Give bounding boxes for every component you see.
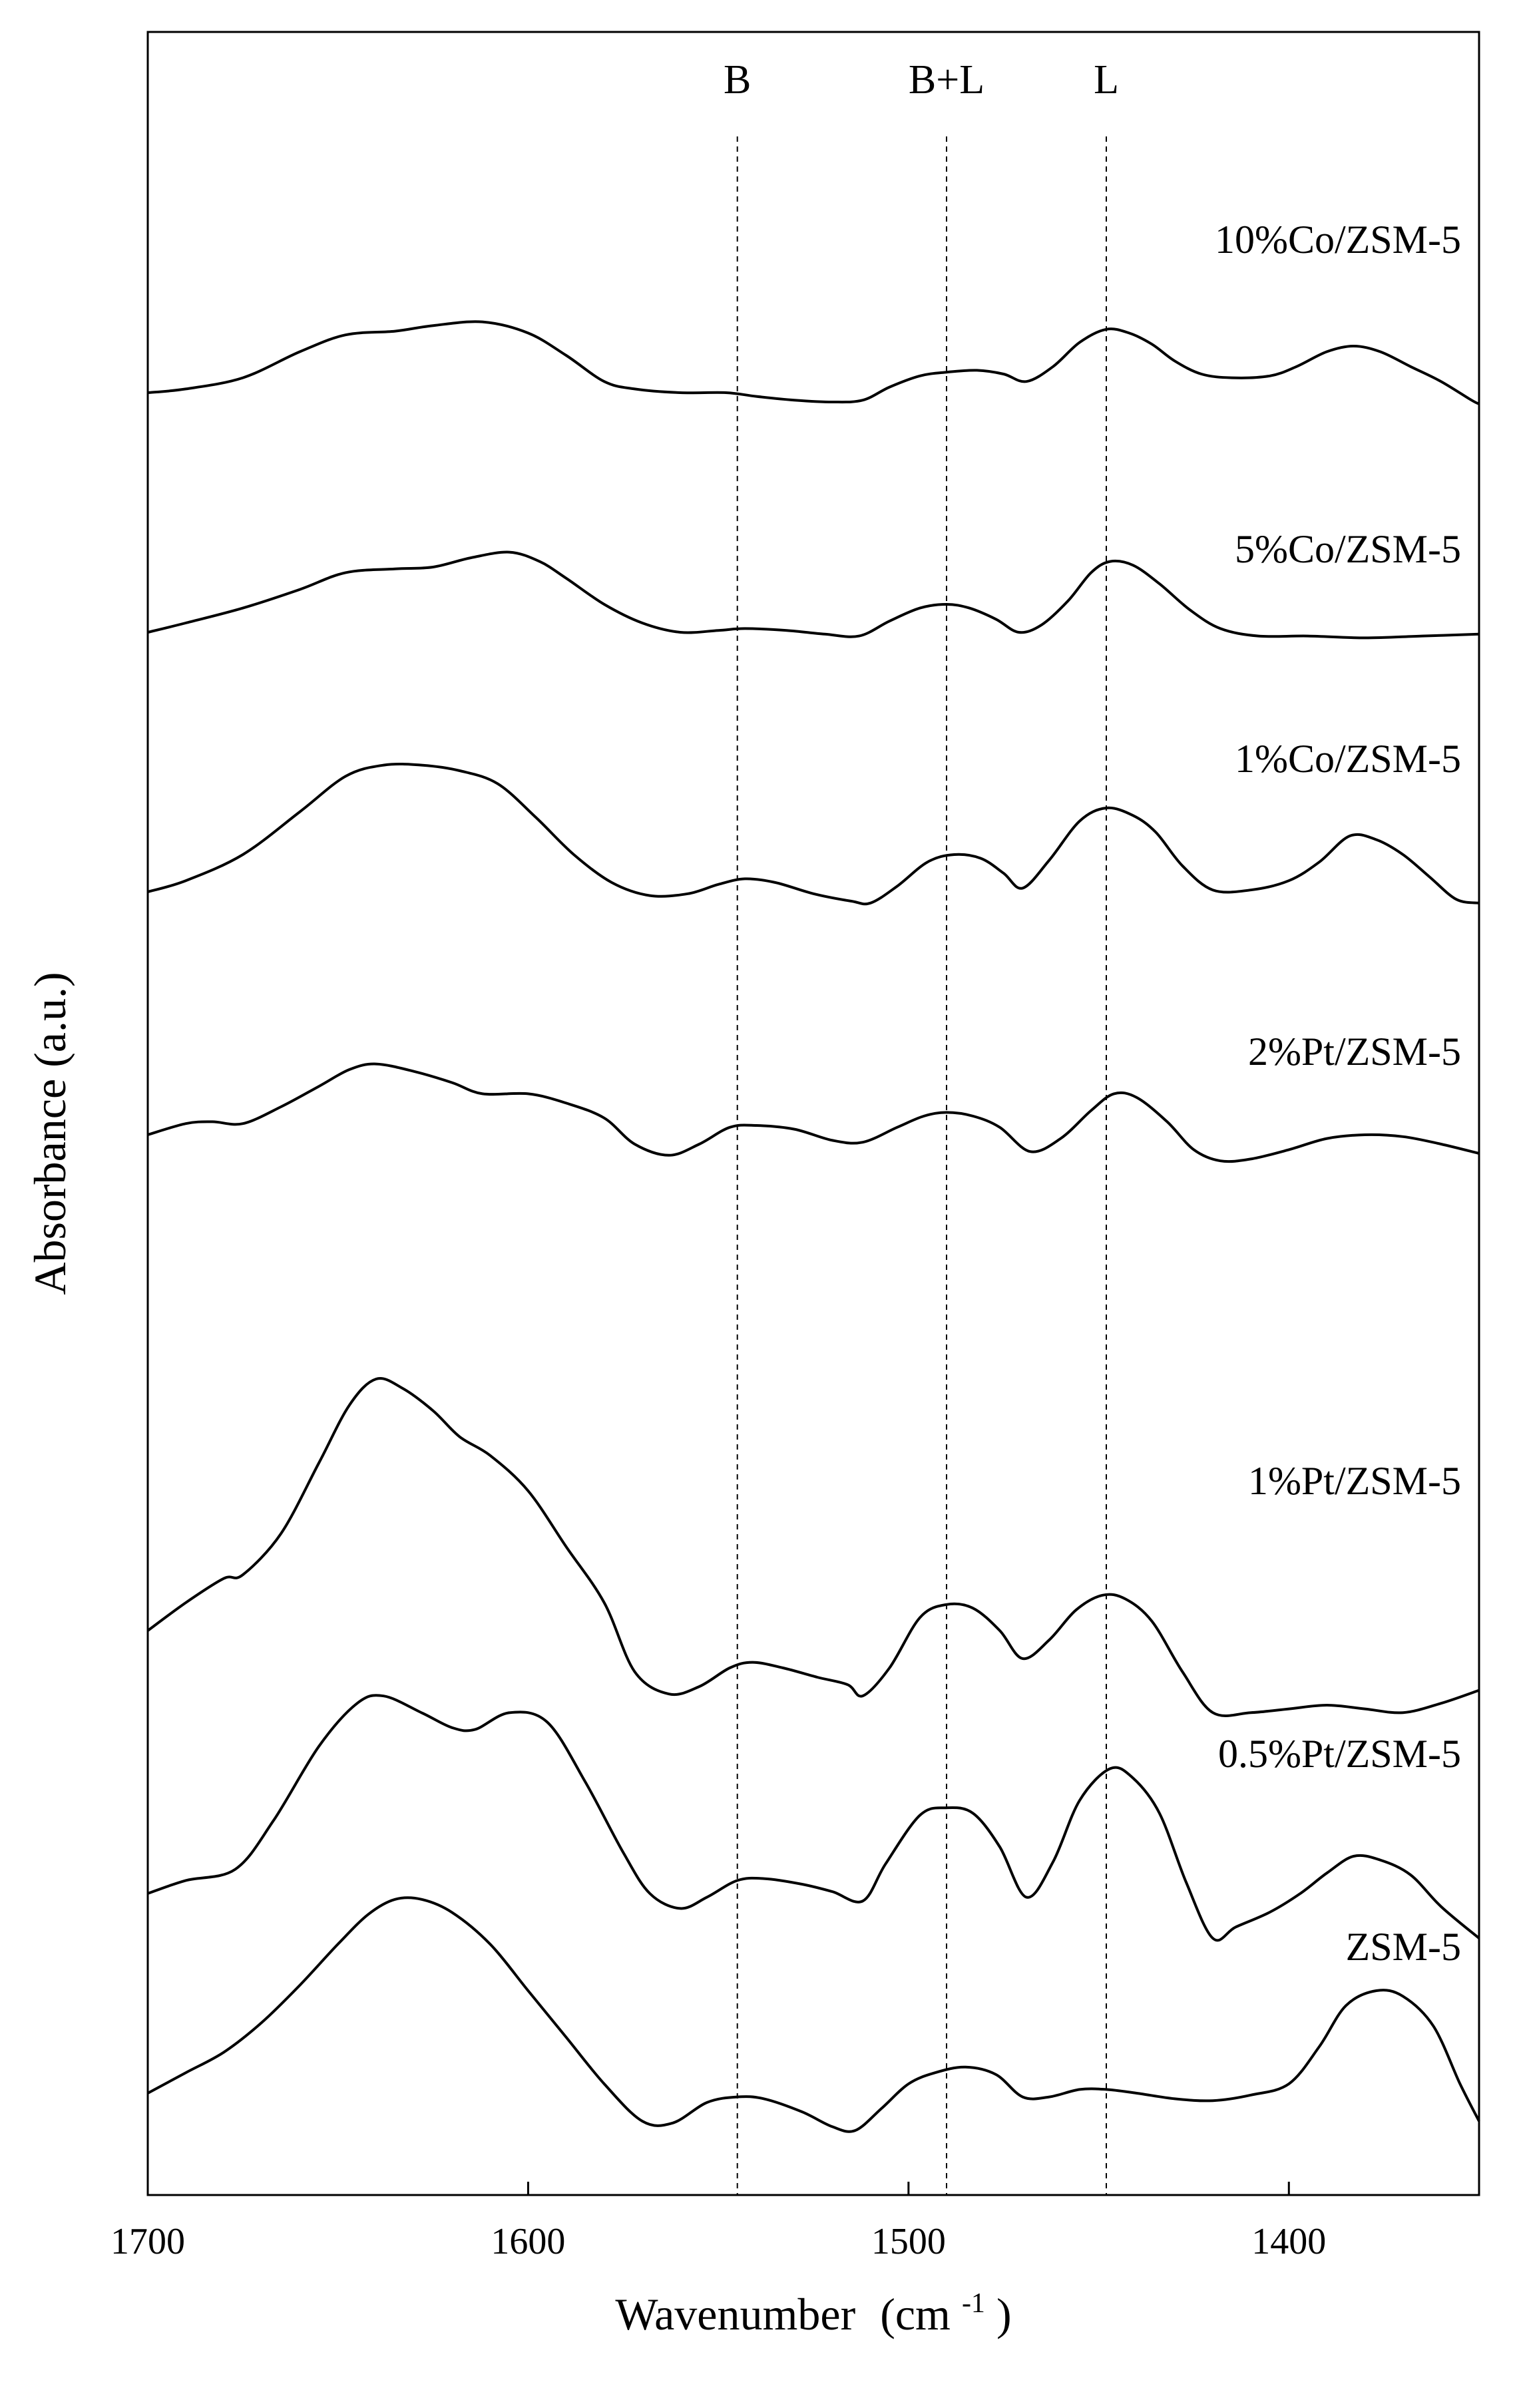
x-tick-label-1700: 1700 [110, 2221, 185, 2262]
x-axis-title-exponent: -1 [962, 2288, 985, 2319]
reference-label-l: L [1094, 57, 1119, 102]
x-tick-label-1600: 1600 [491, 2221, 565, 2262]
spectra-series: 10%Co/ZSM-5 5%Co/ZSM-5 1%Co/ZSM-5 2%Pt/ZSM-… [146, 218, 1480, 2133]
y-axis-title: Absorbance (a.u.) [25, 972, 75, 1295]
series-label-10pctco-zsm-5: 10%Co/ZSM-5 [1215, 218, 1461, 262]
series-line-10pctco-zsm-5 [147, 320, 1480, 405]
series-label-zsm-5: ZSM-5 [1346, 1925, 1461, 1969]
x-axis-title-close: ) [996, 2289, 1012, 2339]
series-label-2pctpt-zsm-5: 2%Pt/ZSM-5 [1248, 1030, 1461, 1074]
x-axis-title: Wavenumber (cm -1 ) [615, 2272, 1011, 2339]
reference-label-b: B [724, 57, 751, 102]
x-tick-label-1400: 1400 [1251, 2221, 1326, 2262]
series-line-zsm-5 [147, 1896, 1480, 2133]
series-line-1pctco-zsm-5 [147, 763, 1480, 906]
reference-label-b-plus-l: B+L [909, 57, 984, 102]
series-line-5pctco-zsm-5 [147, 550, 1480, 640]
series-label-1pctpt-zsm-5: 1%Pt/ZSM-5 [1248, 1459, 1461, 1503]
series-label-0-5pctpt-zsm-5: 0.5%Pt/ZSM-5 [1218, 1732, 1461, 1776]
series-label-1pctco-zsm-5: 1%Co/ZSM-5 [1235, 737, 1461, 781]
series-line-0-5pctpt-zsm-5 [147, 1694, 1480, 1942]
x-tick-label-1500: 1500 [871, 2221, 946, 2262]
series-line-1pctpt-zsm-5 [146, 1377, 1480, 1717]
series-line-2pctpt-zsm-5 [147, 1062, 1480, 1163]
reference-lines: B B+L L [724, 57, 1119, 2195]
series-label-5pctco-zsm-5: 5%Co/ZSM-5 [1235, 527, 1461, 571]
plot-frame [146, 31, 1480, 2196]
x-axis-ticks: 1700 1600 1500 1400 [110, 2182, 1326, 2262]
x-axis-title-text: Wavenumber [615, 2289, 855, 2339]
x-axis-title-unit: (cm [880, 2289, 951, 2339]
